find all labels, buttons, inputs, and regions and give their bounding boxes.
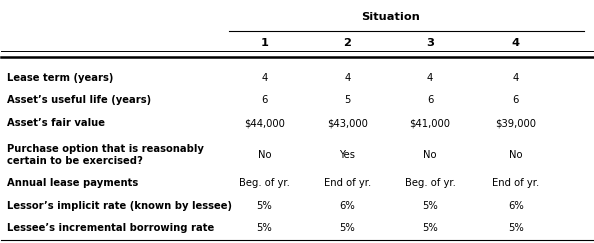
Text: 5%: 5%	[257, 201, 273, 211]
Text: 5%: 5%	[508, 223, 524, 233]
Text: 5%: 5%	[422, 223, 438, 233]
Text: 4: 4	[513, 73, 519, 83]
Text: 5%: 5%	[257, 223, 273, 233]
Text: 6: 6	[261, 95, 268, 105]
Text: Beg. of yr.: Beg. of yr.	[239, 178, 290, 189]
Text: Lessee’s incremental borrowing rate: Lessee’s incremental borrowing rate	[7, 223, 214, 233]
Text: End of yr.: End of yr.	[492, 178, 539, 189]
Text: 6%: 6%	[339, 201, 355, 211]
Text: $43,000: $43,000	[327, 118, 368, 128]
Text: 4: 4	[427, 73, 433, 83]
Text: 1: 1	[261, 38, 268, 48]
Text: Yes: Yes	[339, 150, 355, 160]
Text: Annual lease payments: Annual lease payments	[7, 178, 138, 189]
Text: 4: 4	[261, 73, 268, 83]
Text: Asset’s useful life (years): Asset’s useful life (years)	[7, 95, 151, 105]
Text: 5%: 5%	[422, 201, 438, 211]
Text: 3: 3	[426, 38, 434, 48]
Text: 5%: 5%	[339, 223, 355, 233]
Text: End of yr.: End of yr.	[324, 178, 371, 189]
Text: Lessor’s implicit rate (known by lessee): Lessor’s implicit rate (known by lessee)	[7, 201, 232, 211]
Text: Asset’s fair value: Asset’s fair value	[7, 118, 105, 128]
Text: Situation: Situation	[361, 12, 419, 22]
Text: Lease term (years): Lease term (years)	[7, 73, 113, 83]
Text: 6%: 6%	[508, 201, 524, 211]
Text: Purchase option that is reasonably
certain to be exercised?: Purchase option that is reasonably certa…	[7, 144, 204, 166]
Text: $44,000: $44,000	[244, 118, 285, 128]
Text: Beg. of yr.: Beg. of yr.	[405, 178, 456, 189]
Text: No: No	[424, 150, 437, 160]
Text: 6: 6	[513, 95, 519, 105]
Text: 4: 4	[512, 38, 520, 48]
Text: No: No	[509, 150, 523, 160]
Text: 2: 2	[343, 38, 351, 48]
Text: No: No	[258, 150, 271, 160]
Text: 5: 5	[344, 95, 350, 105]
Text: 6: 6	[427, 95, 433, 105]
Text: 4: 4	[344, 73, 350, 83]
Text: $41,000: $41,000	[409, 118, 450, 128]
Text: $39,000: $39,000	[495, 118, 536, 128]
